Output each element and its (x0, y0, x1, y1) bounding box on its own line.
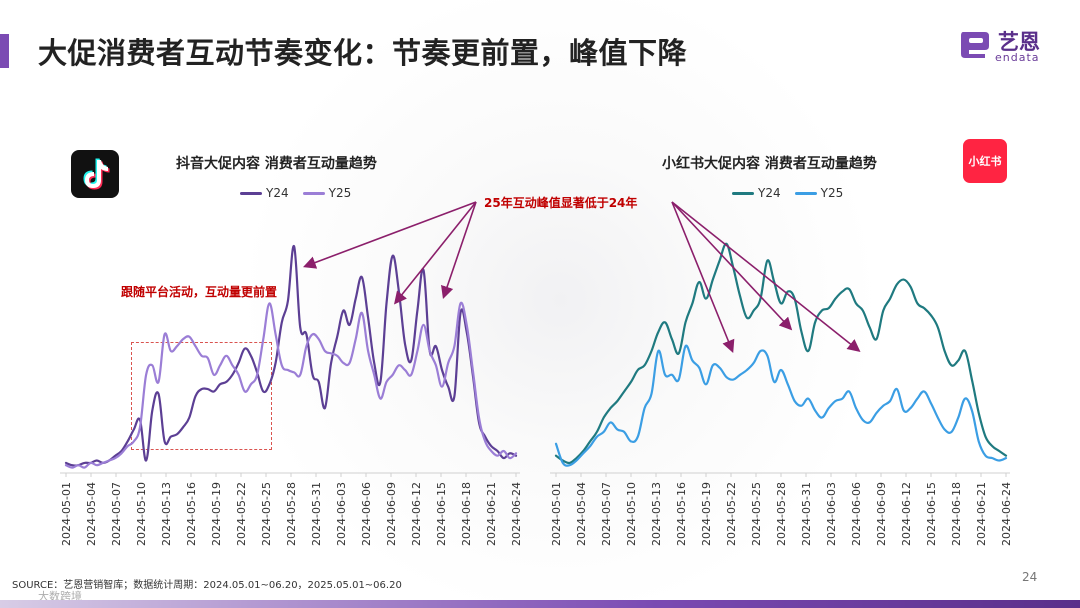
x-tick-label: 2024-05-13 (160, 482, 173, 546)
x-tick-label: 2024-06-03 (825, 482, 838, 546)
endata-logo-icon (961, 32, 989, 58)
legend-swatch-y25 (302, 191, 325, 195)
x-tick-label: 2024-05-01 (60, 482, 73, 546)
x-tick-label: 2024-06-24 (1000, 482, 1013, 546)
x-tick-label: 2024-05-31 (800, 482, 813, 546)
x-tick-label: 2024-05-16 (675, 482, 688, 546)
x-tick-label: 2024-05-13 (650, 482, 663, 546)
x-tick-label: 2024-06-12 (410, 482, 423, 546)
legend-label-y25: Y25 (328, 186, 352, 200)
series-line-y25 (554, 344, 1008, 467)
page-title: 大促消费者互动节奏变化：节奏更前置，峰值下降 (38, 36, 688, 70)
x-tick-label: 2024-05-28 (285, 482, 298, 546)
legend-item-y24: Y24 (732, 186, 781, 200)
highlight-box (131, 342, 272, 450)
x-tick-label: 2024-06-15 (925, 482, 938, 546)
legend-item-y25: Y25 (794, 186, 844, 200)
x-tick-label: 2024-05-19 (700, 482, 713, 546)
x-tick-label: 2024-05-22 (235, 482, 248, 546)
brand-logo: 艺恩 endata (955, 24, 1055, 68)
x-tick-label: 2024-05-04 (575, 482, 588, 546)
x-tick-label: 2024-06-12 (900, 482, 913, 546)
x-tick-label: 2024-05-07 (600, 482, 613, 546)
xhs-chart-title: 小红书大促内容 消费者互动量趋势 (662, 156, 877, 172)
legend-label-y24: Y24 (758, 186, 781, 200)
x-tick-label: 2024-05-01 (550, 482, 563, 546)
footer-source: SOURCE：艺恩营销智库；数据统计周期：2024.05.01~06.20，20… (12, 580, 402, 591)
x-tick-label: 2024-06-21 (975, 482, 988, 546)
annotation-arrow (671, 201, 793, 331)
title-accent-bar (0, 34, 9, 68)
x-tick-label: 2024-06-18 (460, 482, 473, 546)
legend-label-y25: Y25 (820, 186, 844, 200)
legend-swatch-y24 (240, 191, 262, 195)
tiktok-icon (71, 150, 119, 198)
annotation-arrow (394, 201, 477, 305)
legend-swatch-y25 (794, 191, 817, 195)
x-tick-label: 2024-06-21 (485, 482, 498, 546)
x-tick-label: 2024-06-06 (360, 482, 373, 546)
brand-name-cn: 艺恩 (998, 30, 1040, 54)
annotation-arrow (671, 201, 735, 353)
x-tick-label: 2024-05-07 (110, 482, 123, 546)
x-tick-label: 2024-06-18 (950, 482, 963, 546)
xhs-icon: 小红书 (963, 139, 1007, 183)
series-line-y24 (554, 242, 1008, 465)
x-tick-label: 2024-05-22 (725, 482, 738, 546)
x-tick-label: 2024-05-16 (185, 482, 198, 546)
xhs-legend: Y24 Y25 (732, 186, 857, 200)
x-tick-label: 2024-05-25 (750, 482, 763, 546)
douyin-chart: 2024-05-01 2024-05-04 2024-05-07 2024-05-10… (60, 245, 523, 546)
x-tick-label: 2024-06-09 (385, 482, 398, 546)
annotation-arrow (441, 201, 477, 300)
legend-item-y24: Y24 (240, 186, 289, 200)
annotation-peak-decline: 25年互动峰值显著低于24年 (484, 196, 638, 210)
douyin-legend: Y24 Y25 (240, 186, 365, 200)
xhs-icon-label: 小红书 (968, 155, 1002, 168)
bottom-stripe (0, 600, 1080, 608)
annotation-arrow (671, 201, 861, 352)
x-tick-label: 2024-05-10 (135, 482, 148, 546)
series-line-y24 (64, 245, 518, 467)
x-tick-label: 2024-06-09 (875, 482, 888, 546)
x-tick-label: 2024-05-10 (625, 482, 638, 546)
annotation-early-interaction: 跟随平台活动，互动量更前置 (121, 285, 278, 299)
x-tick-label: 2024-05-25 (260, 482, 273, 546)
series-line-y25 (64, 301, 518, 469)
x-tick-label: 2024-05-04 (85, 482, 98, 546)
legend-swatch-y24 (732, 191, 754, 195)
douyin-chart-title: 抖音大促内容 消费者互动量趋势 (176, 156, 377, 172)
xhs-chart: 2024-05-01 2024-05-04 2024-05-07 2024-05-10… (550, 242, 1013, 546)
x-tick-label: 2024-06-03 (335, 482, 348, 546)
x-tick-label: 2024-05-28 (775, 482, 788, 546)
brand-name-en: endata (995, 51, 1040, 64)
annotation-arrows (303, 201, 861, 353)
x-tick-label: 2024-06-15 (435, 482, 448, 546)
annotation-arrow (303, 201, 477, 269)
page-number: 24 (1022, 570, 1038, 584)
legend-item-y25: Y25 (302, 186, 352, 200)
x-tick-label: 2024-05-31 (310, 482, 323, 546)
footer-watermark: 大数跨境 (38, 590, 82, 603)
legend-label-y24: Y24 (266, 186, 289, 200)
x-tick-label: 2024-06-24 (510, 482, 523, 546)
x-tick-label: 2024-06-06 (850, 482, 863, 546)
x-tick-label: 2024-05-19 (210, 482, 223, 546)
